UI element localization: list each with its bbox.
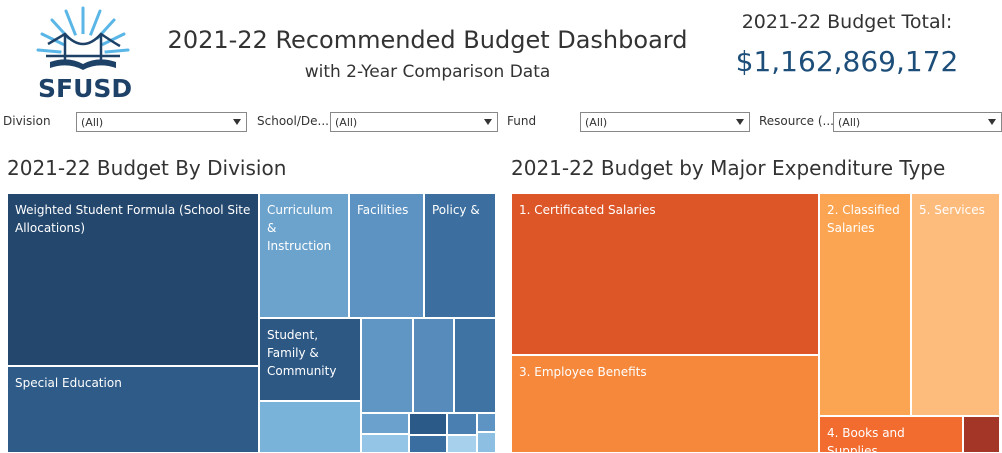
tile-label: Special Education xyxy=(15,376,122,390)
page-title: 2021-22 Recommended Budget Dashboard xyxy=(167,26,688,54)
division-tile[interactable] xyxy=(361,318,413,413)
division-tile[interactable] xyxy=(477,432,496,453)
division-tile[interactable] xyxy=(259,401,361,453)
expenditure-tile-services[interactable]: 5. Services xyxy=(911,193,1000,416)
tile-label: Student, Family & Community xyxy=(267,328,337,378)
budget-total-value: $1,162,869,172 xyxy=(735,45,959,78)
filter-select-division[interactable]: (All) xyxy=(76,112,247,132)
filter-value: (All) xyxy=(81,116,104,129)
expenditure-tile-benefits[interactable]: 3. Employee Benefits xyxy=(511,355,819,453)
expenditure-tile-classified[interactable]: 2. Classified Salaries xyxy=(819,193,911,416)
division-tile[interactable] xyxy=(454,318,496,413)
filter-value: (All) xyxy=(838,116,861,129)
division-chart-title: 2021-22 Budget By Division xyxy=(7,156,287,180)
sfusd-logo xyxy=(36,6,130,78)
division-tile-special-ed[interactable]: Special Education xyxy=(7,366,259,453)
division-tile-curriculum[interactable]: Curriculum & Instruction xyxy=(259,193,349,318)
expenditure-tile-certificated[interactable]: 1. Certificated Salaries xyxy=(511,193,819,355)
expenditure-tile[interactable] xyxy=(963,416,1000,453)
division-tile[interactable] xyxy=(409,435,447,453)
tile-label: 1. Certificated Salaries xyxy=(519,203,656,217)
expenditure-chart-title: 2021-22 Budget by Major Expenditure Type xyxy=(511,156,946,180)
dropdown-arrow-icon xyxy=(988,119,996,125)
filter-select-school[interactable]: (All) xyxy=(330,112,498,132)
filter-value: (All) xyxy=(335,116,358,129)
expenditure-treemap: 1. Certificated Salaries 3. Employee Ben… xyxy=(511,193,1000,453)
filter-value: (All) xyxy=(585,116,608,129)
division-tile-wsf[interactable]: Weighted Student Formula (School Site Al… xyxy=(7,193,259,366)
tile-label: Curriculum & Instruction xyxy=(267,203,333,253)
logo-wordmark: SFUSD xyxy=(38,74,133,103)
book-icon xyxy=(50,59,116,70)
tile-label: 4. Books and Supplies xyxy=(827,426,905,453)
tile-label: 5. Services xyxy=(919,203,985,217)
filter-label-fund: Fund xyxy=(507,114,537,128)
division-tile[interactable] xyxy=(413,318,454,413)
tile-label: 3. Employee Benefits xyxy=(519,365,647,379)
division-tile[interactable] xyxy=(361,413,409,434)
page-subtitle: with 2-Year Comparison Data xyxy=(304,62,551,82)
division-tile-policy[interactable]: Policy & xyxy=(424,193,496,318)
expenditure-tile-books[interactable]: 4. Books and Supplies xyxy=(819,416,963,453)
division-tile[interactable] xyxy=(447,413,477,435)
tile-label: Weighted Student Formula (School Site Al… xyxy=(15,203,251,235)
tile-label: 2. Classified Salaries xyxy=(827,203,900,235)
budget-total-label: 2021-22 Budget Total: xyxy=(741,11,953,33)
filter-label-resource: Resource (... xyxy=(759,114,834,128)
filter-label-school: School/De... xyxy=(257,114,329,128)
dropdown-arrow-icon xyxy=(484,119,492,125)
division-tile-facilities[interactable]: Facilities xyxy=(349,193,424,318)
dropdown-arrow-icon xyxy=(736,119,744,125)
tile-label: Policy & xyxy=(432,203,480,217)
filter-select-fund[interactable]: (All) xyxy=(580,112,750,132)
division-tile-student-family[interactable]: Student, Family & Community xyxy=(259,318,361,401)
division-tile[interactable] xyxy=(447,435,477,453)
division-tile[interactable] xyxy=(361,434,409,453)
filter-label-division: Division xyxy=(3,114,51,128)
filter-select-resource[interactable]: (All) xyxy=(833,112,1002,132)
dropdown-arrow-icon xyxy=(233,119,241,125)
tile-label: Facilities xyxy=(357,203,409,217)
bridge-icon xyxy=(46,32,121,60)
division-tile[interactable] xyxy=(409,413,447,435)
division-tile[interactable] xyxy=(477,413,496,432)
division-treemap: Weighted Student Formula (School Site Al… xyxy=(7,193,496,453)
